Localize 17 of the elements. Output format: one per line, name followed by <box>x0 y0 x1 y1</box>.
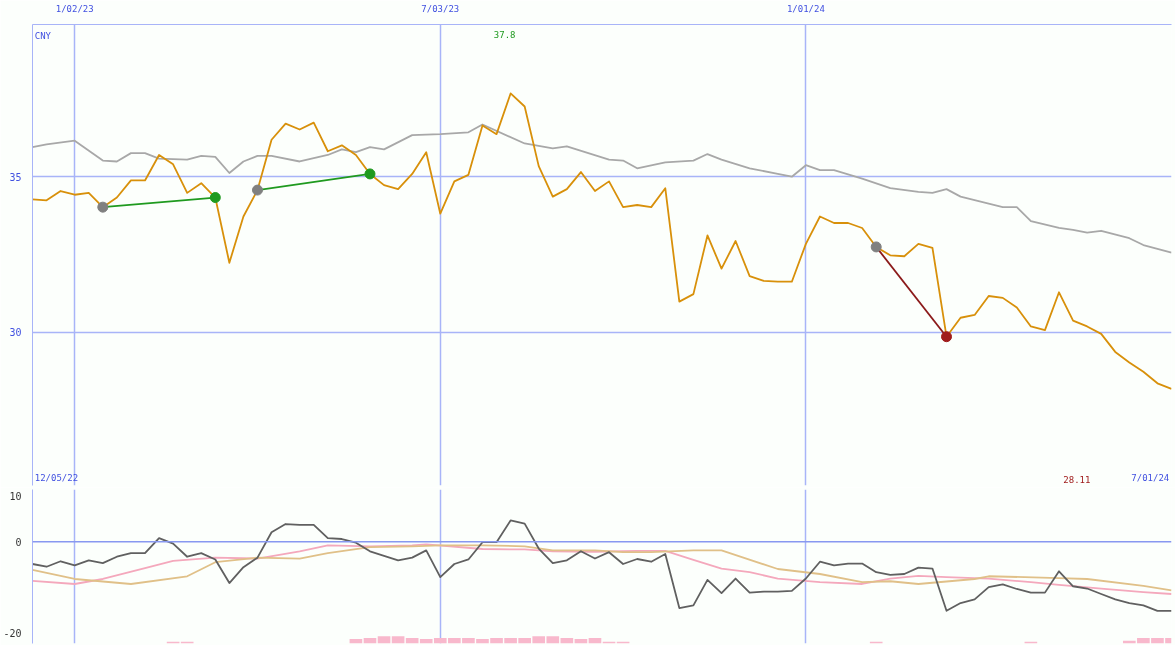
annotation: 37.8 <box>493 30 516 41</box>
line-series <box>32 92 1172 390</box>
x-tick-label: 7/03/23 <box>421 3 460 14</box>
y-tick-label: 35 <box>9 171 22 183</box>
y-tick-label: 10 <box>9 491 22 503</box>
annotation: 28.11 <box>1063 475 1091 486</box>
annotation: CNY <box>34 31 52 42</box>
y-tick-label: 30 <box>9 327 22 339</box>
line-series <box>32 123 1172 254</box>
x-tick-label: 1/02/23 <box>55 3 94 14</box>
annotation: 7/01/24 <box>1131 473 1170 484</box>
y-tick-label: -20 <box>3 627 22 639</box>
line-series <box>32 519 1172 612</box>
point <box>941 331 953 343</box>
annotation: 12/05/22 <box>34 473 79 484</box>
x-tick-label: 1/01/24 <box>786 3 825 14</box>
y-tick-label: 0 <box>15 536 22 548</box>
